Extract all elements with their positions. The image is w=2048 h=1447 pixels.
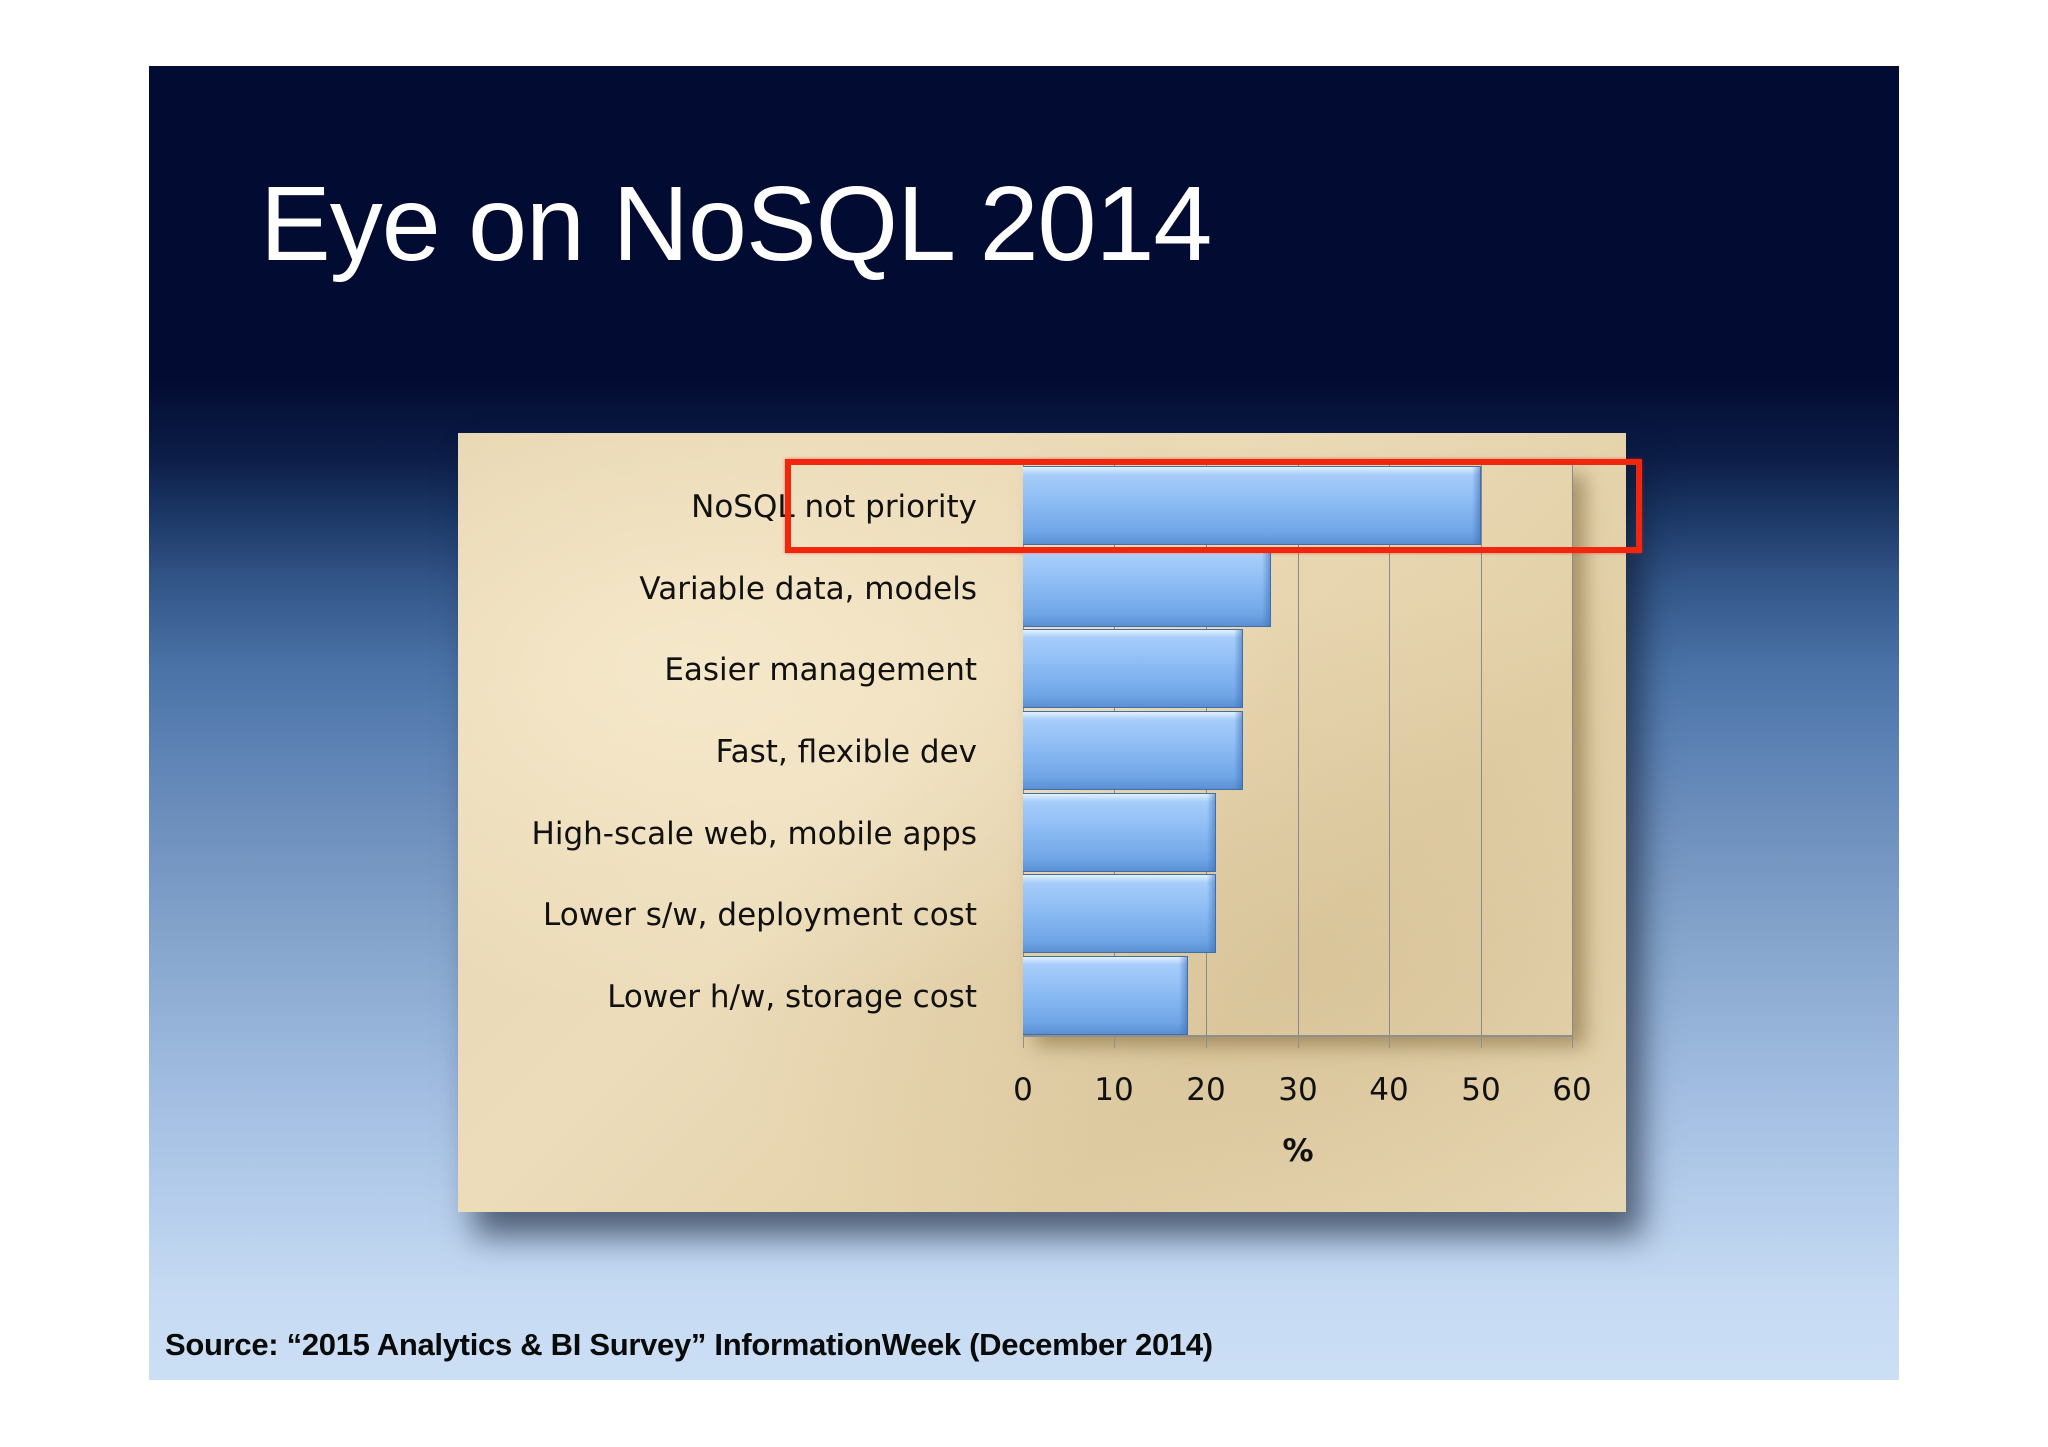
gridline-60 [1572, 465, 1573, 1036]
highlight-box [785, 459, 1642, 553]
x-axis-title: % [1282, 1133, 1314, 1169]
category-label: Variable data, models [639, 571, 977, 607]
x-tick [1206, 1036, 1207, 1048]
category-label: Lower h/w, storage cost [607, 979, 977, 1015]
x-tick [1114, 1036, 1115, 1048]
x-tick-label: 40 [1369, 1072, 1409, 1108]
bar-6 [1023, 956, 1188, 1035]
x-tick-label: 20 [1186, 1072, 1226, 1108]
bar-3 [1023, 711, 1243, 790]
category-label: Fast, flexible dev [715, 734, 977, 770]
gridline-40 [1389, 465, 1390, 1036]
gridline-50 [1481, 465, 1482, 1036]
bar-5 [1023, 874, 1216, 953]
bar-2 [1023, 629, 1243, 708]
x-tick [1023, 1036, 1024, 1048]
x-tick-label: 30 [1278, 1072, 1318, 1108]
bar-4 [1023, 793, 1216, 872]
slide-title: Eye on NoSQL 2014 [260, 165, 1212, 283]
bar-0 [1023, 466, 1482, 545]
slide: Eye on NoSQL 2014 No [149, 66, 1899, 1380]
x-tick [1298, 1036, 1299, 1048]
category-label: High-scale web, mobile apps [531, 816, 977, 852]
x-tick [1572, 1036, 1573, 1048]
category-label: Easier management [664, 652, 977, 688]
plot-area [1023, 465, 1573, 1048]
category-label: Lower s/w, deployment cost [543, 897, 977, 933]
category-label: NoSQL not priority [691, 489, 977, 525]
x-tick-label: 50 [1461, 1072, 1501, 1108]
x-tick [1389, 1036, 1390, 1048]
x-tick-label: 10 [1094, 1072, 1134, 1108]
x-tick-label: 0 [1013, 1072, 1033, 1108]
gridline-30 [1298, 465, 1299, 1036]
source-citation: Source: “2015 Analytics & BI Survey” Inf… [165, 1327, 1213, 1362]
x-tick-label: 60 [1552, 1072, 1592, 1108]
chart-panel: NoSQL not priority Variable data, models… [458, 433, 1642, 1212]
bar-1 [1023, 548, 1271, 627]
x-tick [1481, 1036, 1482, 1048]
